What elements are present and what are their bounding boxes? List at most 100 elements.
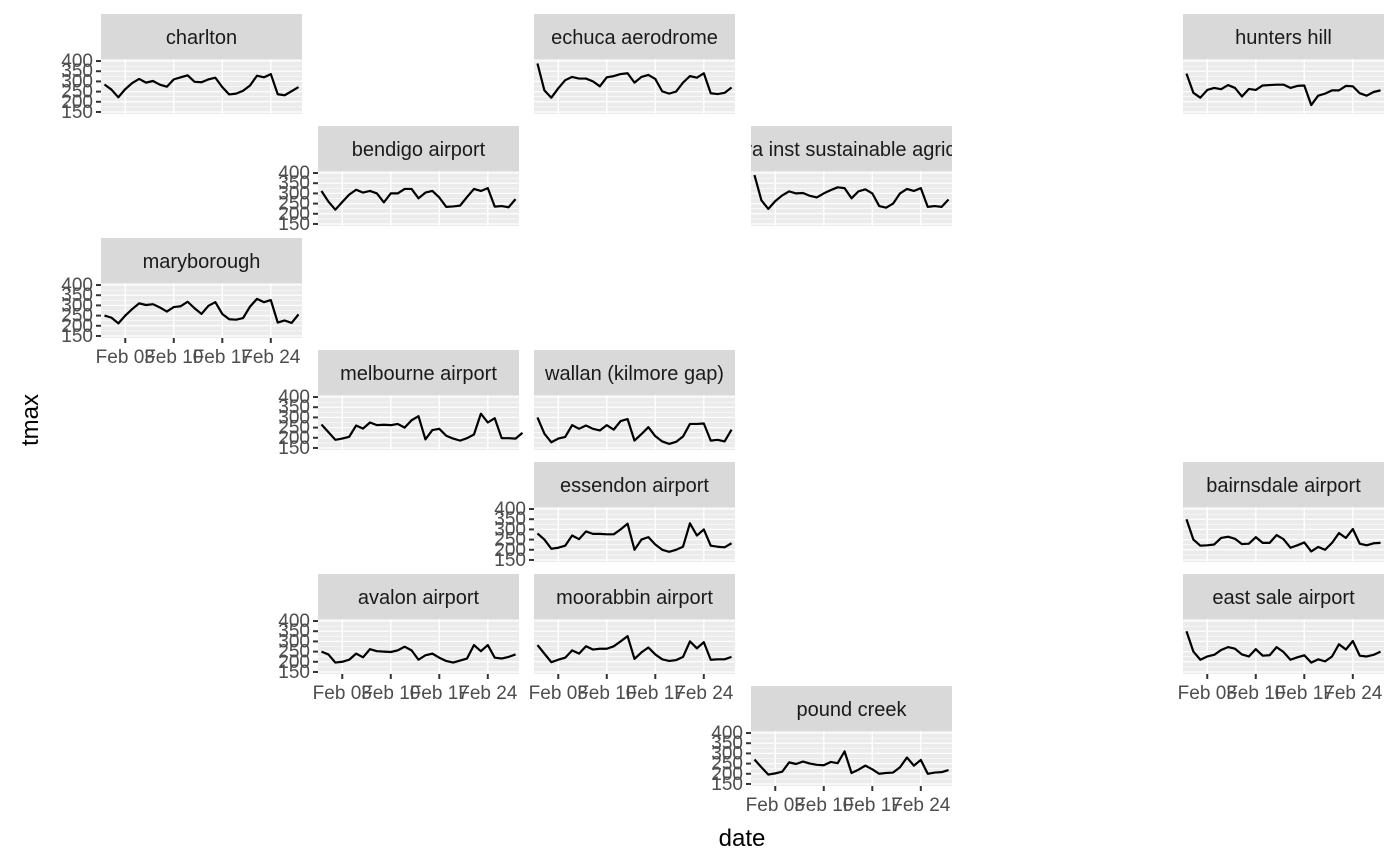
y-tick-label: 200: [278, 204, 310, 225]
y-tick-label: 400: [61, 275, 93, 296]
y-tick-label: 250: [278, 642, 310, 663]
y-tick-label: 400: [61, 51, 93, 72]
facet-panel: hunters hill: [1183, 14, 1384, 114]
y-tick-label: 150: [711, 774, 743, 795]
y-tick-label: 250: [61, 306, 93, 327]
facet-strip: [318, 350, 519, 395]
y-tick-label: 400: [494, 499, 526, 520]
series-line: [753, 750, 949, 776]
x-tick-label: Feb 17: [626, 683, 685, 704]
series-line: [536, 416, 733, 445]
x-tick-label: Feb 10: [144, 347, 203, 368]
series-line: [321, 643, 516, 664]
facet-strip-label: charlton: [166, 27, 237, 49]
facet-strip-label: melbourne airport: [340, 363, 497, 385]
facet-strip-label: essendon airport: [560, 475, 709, 497]
y-tick-label: 350: [61, 61, 93, 82]
x-tick-label: Feb 03: [96, 347, 155, 368]
x-tick-label: Feb 03: [1178, 683, 1237, 704]
x-tick-label: Feb 17: [843, 795, 902, 816]
y-tick-label: 150: [278, 438, 310, 459]
x-tick-label: Feb 24: [891, 795, 951, 816]
x-tick-label: Feb 03: [746, 795, 805, 816]
facet-strip-label: avalon airport: [358, 587, 480, 609]
y-tick-label: 300: [278, 407, 310, 428]
y-tick-label: 150: [61, 102, 93, 123]
y-tick-label: 200: [61, 92, 93, 113]
y-tick-label: 250: [711, 754, 743, 775]
x-tick-label: Feb 10: [577, 683, 636, 704]
y-tick-label: 300: [61, 71, 93, 92]
series-line: [1185, 630, 1382, 664]
series-line: [1185, 518, 1381, 553]
facet-strip: [318, 126, 519, 171]
x-tick-label: Feb 17: [193, 347, 252, 368]
y-tick-label: 150: [61, 326, 93, 347]
y-tick-label: 350: [278, 397, 310, 418]
facet-panel: echuca aerodrome: [534, 14, 735, 114]
facet-strip-label: bairnsdale airport: [1206, 475, 1361, 497]
y-tick-label: 300: [494, 519, 526, 540]
facet-panel: mildura inst sustainable agriculture: [751, 126, 952, 226]
facet-strip: [534, 350, 735, 395]
y-tick-label: 300: [278, 631, 310, 652]
x-tick-label: Feb 24: [1323, 683, 1383, 704]
facet-strip-label: wallan (kilmore gap): [544, 363, 724, 385]
facet-strip: [534, 574, 735, 619]
y-tick-label: 200: [61, 316, 93, 337]
facet-strip: [751, 126, 952, 171]
series-line: [104, 297, 300, 325]
facet-strip-label: pound creek: [796, 699, 907, 721]
series-line: [753, 174, 950, 210]
y-tick-label: 300: [711, 743, 743, 764]
facet-panel: bairnsdale airport: [1183, 462, 1384, 562]
y-tick-label: 250: [278, 194, 310, 215]
y-axis-title: tmax: [17, 394, 44, 446]
series-line: [1185, 73, 1381, 107]
facet-strip: [101, 238, 302, 283]
y-tick-label: 350: [61, 285, 93, 306]
facet-strip-label: maryborough: [143, 251, 261, 273]
series-line: [103, 72, 300, 99]
y-tick-label: 400: [278, 163, 310, 184]
y-tick-label: 350: [278, 621, 310, 642]
facet-strip: [751, 686, 952, 731]
y-tick-label: 200: [711, 764, 743, 785]
series-line: [536, 635, 732, 664]
x-tick-label: Feb 24: [674, 683, 734, 704]
y-tick-label: 150: [278, 214, 310, 235]
facet-strip-label: echuca aerodrome: [551, 27, 718, 49]
facet-strip: [318, 574, 519, 619]
facet-strip: [1183, 574, 1384, 619]
y-tick-label: 250: [278, 418, 310, 439]
y-tick-label: 400: [278, 611, 310, 632]
x-tick-label: Feb 17: [410, 683, 469, 704]
y-tick-label: 250: [61, 82, 93, 103]
y-tick-label: 300: [278, 183, 310, 204]
x-tick-label: Feb 03: [313, 683, 372, 704]
y-tick-label: 400: [278, 387, 310, 408]
x-tick-label: Feb 10: [361, 683, 420, 704]
series-line: [320, 187, 517, 211]
y-tick-label: 150: [278, 662, 310, 683]
facet-strip-label: moorabbin airport: [556, 587, 713, 609]
y-tick-label: 400: [711, 723, 743, 744]
series-line: [320, 412, 524, 442]
y-tick-label: 300: [61, 295, 93, 316]
facet-strip: [1183, 462, 1384, 507]
x-tick-label: Feb 24: [241, 347, 301, 368]
x-tick-label: Feb 10: [794, 795, 853, 816]
y-tick-label: 250: [494, 530, 526, 551]
facet-strip: [1183, 14, 1384, 59]
facet-strip-label: bendigo airport: [352, 139, 486, 161]
x-tick-label: Feb 24: [458, 683, 518, 704]
